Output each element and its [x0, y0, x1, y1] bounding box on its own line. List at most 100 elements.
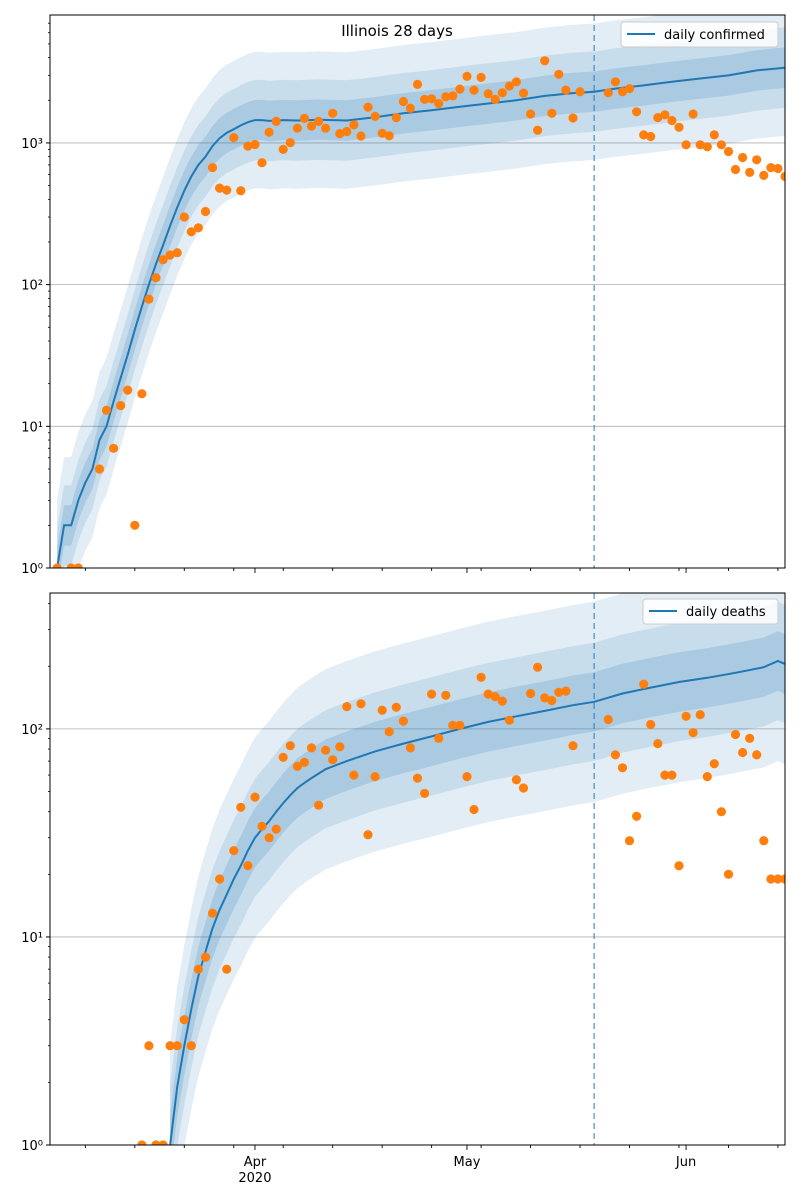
- confirmed-data-point: [490, 94, 500, 104]
- deaths-data-point: [412, 773, 423, 783]
- confirmed-data-point: [356, 131, 366, 141]
- deaths-data-point: [533, 662, 543, 672]
- confirmed-data-point: [497, 88, 507, 98]
- confirmed-data-point: [264, 127, 274, 137]
- deaths-data-point: [285, 741, 295, 751]
- deaths-grid: [50, 728, 785, 938]
- confirmed-data-point: [285, 138, 295, 148]
- confirmed-data-point: [377, 128, 387, 138]
- deaths-data-point: [497, 696, 507, 706]
- confirmed-data-point: [624, 84, 635, 94]
- deaths-data-point: [398, 716, 408, 726]
- confirmed-data-point: [222, 185, 232, 195]
- confirmed-data-point: [681, 140, 691, 150]
- confirmed-data-point: [469, 85, 479, 95]
- deaths-uncertainty-band: [170, 601, 785, 1145]
- confirmed-data-point: [462, 71, 472, 81]
- deaths-data-point: [752, 750, 762, 760]
- confirmed-data-point: [384, 131, 394, 141]
- deaths-data-point: [730, 729, 741, 740]
- deaths-data-point: [511, 775, 521, 785]
- deaths-data-point: [321, 745, 331, 755]
- deaths-data-point: [229, 846, 239, 856]
- deaths-data-point: [306, 743, 317, 753]
- deaths-data-point: [137, 1140, 147, 1145]
- confirmed-data-point: [271, 116, 281, 126]
- confirmed-panel: 10⁰ 10¹ 10² 10³ Illinois 28 days daily conf…: [21, 14, 786, 577]
- confirmed-data-point: [349, 120, 359, 130]
- deaths-data-point: [674, 861, 684, 871]
- deaths-data-point: [271, 824, 281, 834]
- confirmed-data-point: [702, 142, 712, 152]
- deaths-y-tick-label: 10¹: [21, 931, 43, 946]
- confirmed-data-point: [236, 186, 246, 196]
- deaths-data-point: [193, 964, 203, 974]
- confirmed-data-point: [172, 248, 182, 258]
- deaths-data-point: [603, 714, 613, 725]
- confirmed-data-point: [603, 88, 613, 98]
- deaths-data-point: [377, 705, 387, 715]
- deaths-data-point: [292, 761, 302, 772]
- deaths-data-point: [759, 836, 769, 846]
- deaths-data-point: [151, 1140, 161, 1145]
- deaths-data-point: [391, 702, 401, 712]
- deaths-data-point: [207, 908, 218, 918]
- confirmed-data-point: [617, 87, 628, 97]
- confirmed-data-point: [766, 163, 776, 173]
- confirmed-data-point: [405, 103, 415, 113]
- confirmed-data-point: [660, 110, 670, 120]
- deaths-legend: daily deaths: [642, 598, 779, 625]
- confirmed-data-point: [533, 125, 543, 135]
- confirmed-grid: [50, 142, 785, 427]
- deaths-data-point: [738, 747, 748, 758]
- confirmed-data-point: [257, 158, 267, 168]
- confirmed-data-point: [639, 130, 649, 140]
- deaths-data-point: [200, 952, 211, 962]
- deaths-data-point: [427, 689, 437, 699]
- deaths-data-point: [462, 772, 472, 782]
- deaths-data-point: [681, 711, 691, 721]
- deaths-data-point: [780, 874, 785, 884]
- confirmed-data-point: [335, 129, 345, 139]
- deaths-data-point: [723, 869, 734, 879]
- confirmed-plot-area: [52, 15, 785, 568]
- deaths-uncertainty-band: [170, 631, 785, 1145]
- confirmed-data-point: [292, 123, 302, 133]
- deaths-data-point: [165, 1041, 175, 1051]
- confirmed-data-point: [243, 141, 253, 151]
- confirmed-data-point: [674, 122, 684, 132]
- confirmed-data-point: [250, 139, 260, 150]
- confirmed-data-point: [632, 107, 642, 117]
- confirmed-chart-title: Illinois 28 days: [341, 22, 453, 40]
- deaths-data-point: [236, 802, 246, 812]
- confirmed-data-point: [688, 109, 698, 119]
- deaths-data-point: [639, 679, 649, 689]
- deaths-data-point: [547, 695, 557, 706]
- confirmed-data-point: [66, 563, 76, 568]
- confirmed-legend-box: [620, 21, 779, 48]
- confirmed-data-point: [207, 163, 218, 173]
- deaths-uncertainty-band: [170, 593, 785, 1145]
- confirmed-data-point: [526, 109, 536, 119]
- confirmed-data-point: [448, 91, 458, 101]
- deaths-data-point: [335, 742, 345, 752]
- deaths-x-tick-label: May: [454, 1155, 481, 1170]
- confirmed-y-tick-label: 10³: [21, 137, 43, 152]
- confirmed-data-point: [547, 108, 557, 118]
- confirmed-data-point: [165, 250, 175, 260]
- deaths-data-point: [356, 699, 366, 709]
- confirmed-model-line: [56, 66, 785, 568]
- confirmed-data-point: [179, 212, 189, 222]
- deaths-data-point: [702, 772, 712, 782]
- confirmed-data-point: [745, 167, 755, 177]
- deaths-model-line: [169, 659, 785, 1145]
- confirmed-data-point: [667, 115, 677, 126]
- confirmed-data-point: [52, 563, 62, 568]
- deaths-data-point: [215, 874, 225, 884]
- deaths-data-point: [561, 686, 571, 696]
- confirmed-data-point: [483, 89, 493, 99]
- deaths-data-point: [257, 821, 267, 832]
- confirmed-data-point: [342, 126, 352, 137]
- confirmed-uncertainty-band: [57, 15, 785, 568]
